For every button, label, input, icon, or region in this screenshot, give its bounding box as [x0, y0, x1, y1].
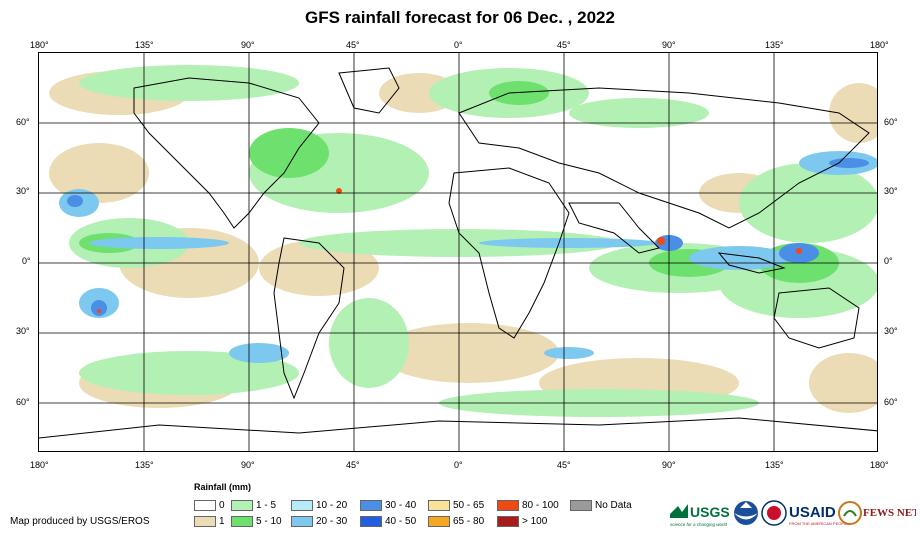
- legend-label: 80 - 100: [522, 500, 559, 511]
- legend-item-12: No Data: [570, 500, 632, 511]
- legend-swatch: [231, 500, 253, 511]
- usgs-tagline: science for a changing world: [670, 522, 728, 527]
- legend-swatch: [194, 500, 216, 511]
- legend-swatch: [231, 516, 253, 527]
- legend-item-1: 1: [194, 516, 225, 527]
- credit-text: Map produced by USGS/EROS: [10, 516, 150, 527]
- legend-item-11: > 100: [497, 516, 547, 527]
- bottom-lon-tick: 90°: [241, 460, 255, 470]
- top-lon-tick: 135°: [135, 40, 154, 50]
- legend-swatch: [428, 500, 450, 511]
- top-lon-tick: 180°: [30, 40, 49, 50]
- bottom-lon-tick: 90°: [662, 460, 676, 470]
- legend-item-8: 50 - 65: [428, 500, 484, 511]
- legend-label: 30 - 40: [385, 500, 417, 511]
- left-lat-tick: 60°: [16, 117, 30, 127]
- right-lat-tick: 30°: [884, 326, 898, 336]
- legend-item-4: 10 - 20: [291, 500, 347, 511]
- usaid-logo: USAID FROM THE AMERICAN PEOPLE: [761, 500, 849, 526]
- legend-label: 0: [219, 500, 225, 511]
- left-lat-tick: 60°: [16, 397, 30, 407]
- bottom-lon-tick: 180°: [870, 460, 889, 470]
- legend-label: 5 - 10: [256, 516, 282, 527]
- right-lat-tick: 60°: [884, 397, 898, 407]
- legend-swatch: [497, 500, 519, 511]
- legend-item-10: 80 - 100: [497, 500, 559, 511]
- usgs-wordmark: USGS: [690, 504, 730, 520]
- usaid-wordmark: USAID: [789, 504, 836, 521]
- legend-label: 1 - 5: [256, 500, 277, 511]
- legend-label: 10 - 20: [316, 500, 348, 511]
- legend-label: 65 - 80: [453, 516, 485, 527]
- legend-label: > 100: [522, 516, 548, 527]
- bottom-lon-tick: 135°: [135, 460, 154, 470]
- legend-item-7: 40 - 50: [360, 516, 416, 527]
- legend-swatch: [291, 516, 313, 527]
- top-lon-tick: 135°: [765, 40, 784, 50]
- continent-outlines: [39, 67, 877, 439]
- bottom-lon-tick: 45°: [557, 460, 571, 470]
- legend-swatch: [570, 500, 592, 511]
- graticule: [39, 53, 877, 451]
- legend-swatch: [428, 516, 450, 527]
- top-lon-tick: 180°: [870, 40, 889, 50]
- legend-swatch: [497, 516, 519, 527]
- bottom-lon-tick: 135°: [765, 460, 784, 470]
- legend-label: 50 - 65: [453, 500, 485, 511]
- right-lat-tick: 30°: [884, 186, 898, 196]
- legend-swatch: [291, 500, 313, 511]
- legend-swatch: [194, 516, 216, 527]
- rainfall-map: [38, 52, 878, 452]
- top-lon-tick: 90°: [241, 40, 255, 50]
- fewsnet-wordmark: FEWS NET: [863, 507, 916, 519]
- top-lon-tick: 90°: [662, 40, 676, 50]
- top-lon-tick: 0°: [454, 40, 463, 50]
- logo-strip: USGS science for a changing world USAID …: [670, 500, 920, 527]
- right-lat-tick: 0°: [884, 256, 893, 266]
- legend-item-9: 65 - 80: [428, 516, 484, 527]
- legend-item-5: 20 - 30: [291, 516, 347, 527]
- map-title: GFS rainfall forecast for 06 Dec. , 2022: [305, 8, 615, 27]
- legend-item-2: 1 - 5: [231, 500, 276, 511]
- legend-title: Rainfall (mm): [194, 482, 252, 492]
- usgs-logo: USGS science for a changing world: [670, 504, 730, 527]
- legend-item-0: 0: [194, 500, 225, 511]
- usaid-tagline: FROM THE AMERICAN PEOPLE: [789, 521, 849, 526]
- agency-logos: USGS science for a changing world USAID …: [668, 498, 920, 530]
- legend-label: 40 - 50: [385, 516, 417, 527]
- bottom-lon-tick: 0°: [454, 460, 463, 470]
- legend-swatch: [360, 500, 382, 511]
- left-lat-tick: 30°: [16, 186, 30, 196]
- legend-label: 1: [219, 516, 225, 527]
- top-lon-tick: 45°: [346, 40, 360, 50]
- rain-80-100-areas: [97, 188, 802, 313]
- bottom-lon-tick: 45°: [346, 460, 360, 470]
- fewsnet-logo: FEWS NET: [838, 501, 920, 525]
- legend-label: 20 - 30: [316, 516, 348, 527]
- rainfall-map-canvas: [39, 53, 877, 451]
- left-lat-tick: 0°: [22, 256, 31, 266]
- top-lon-tick: 45°: [557, 40, 571, 50]
- legend-item-3: 5 - 10: [231, 516, 282, 527]
- legend-item-6: 30 - 40: [360, 500, 416, 511]
- legend-swatch: [360, 516, 382, 527]
- noaa-logo: [734, 501, 758, 525]
- right-lat-tick: 60°: [884, 117, 898, 127]
- bottom-lon-tick: 180°: [30, 460, 49, 470]
- legend-label: No Data: [595, 500, 632, 511]
- left-lat-tick: 30°: [16, 326, 30, 336]
